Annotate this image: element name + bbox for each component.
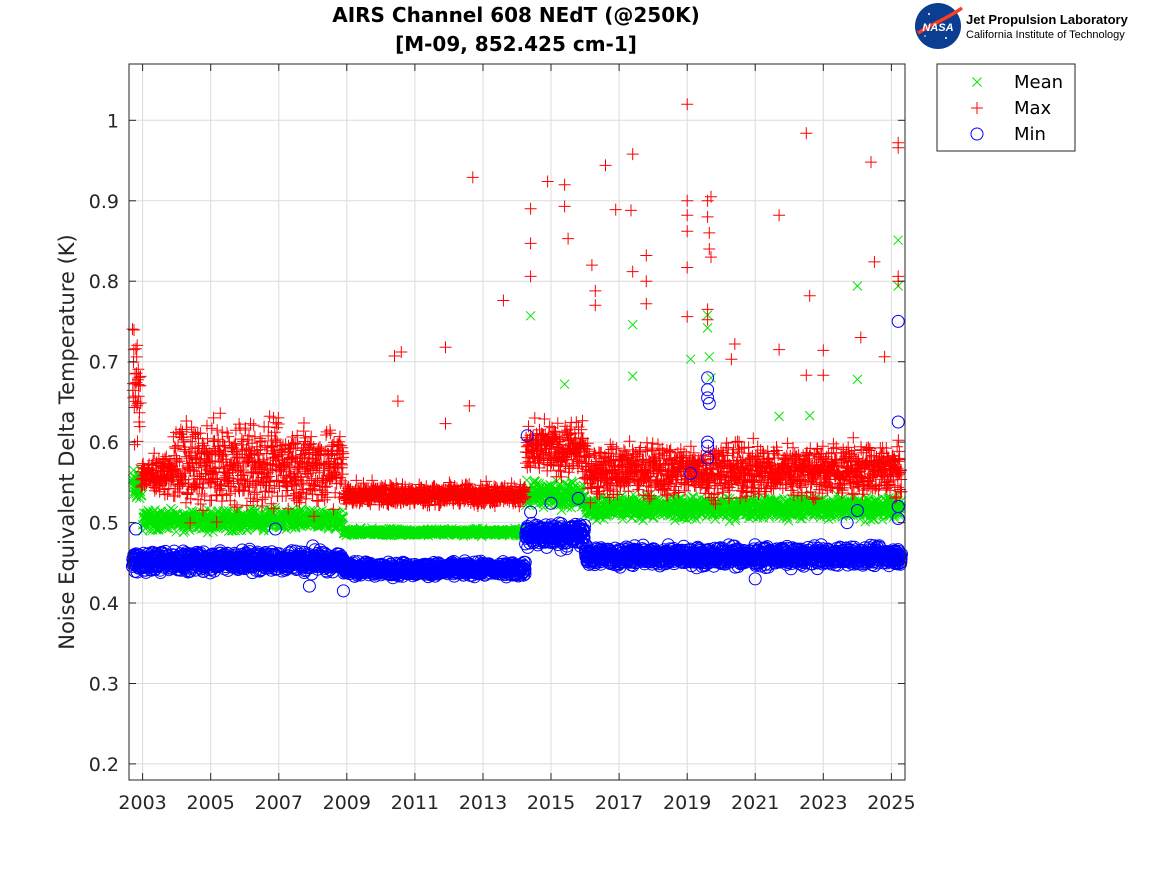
chart-title-line-2: [M-09, 852.425 cm-1] <box>395 32 637 56</box>
data-point-mean <box>136 490 147 501</box>
nasa-logotype: NASA <box>922 22 953 34</box>
data-point-mean <box>258 525 269 536</box>
jpl-org-subtitle: California Institute of Technology <box>966 29 1125 41</box>
nasa-vector-swoosh <box>917 6 964 35</box>
series-mean <box>127 235 907 542</box>
nasa-star <box>928 13 930 15</box>
data-point-mean <box>338 512 349 523</box>
nasa-star <box>945 37 947 39</box>
chart-title-line-1: AIRS Channel 608 NEdT (@250K) <box>332 3 700 27</box>
plot-area <box>129 64 905 780</box>
jpl-org-name: Jet Propulsion Laboratory <box>966 12 1129 27</box>
data-marks <box>125 98 908 598</box>
chart-title: AIRS Channel 608 NEdT (@250K) [M-09, 852… <box>332 3 700 56</box>
nasa-star <box>924 35 926 37</box>
jpl-logo: NASA Jet Propulsion Laboratory Californi… <box>915 3 1129 49</box>
